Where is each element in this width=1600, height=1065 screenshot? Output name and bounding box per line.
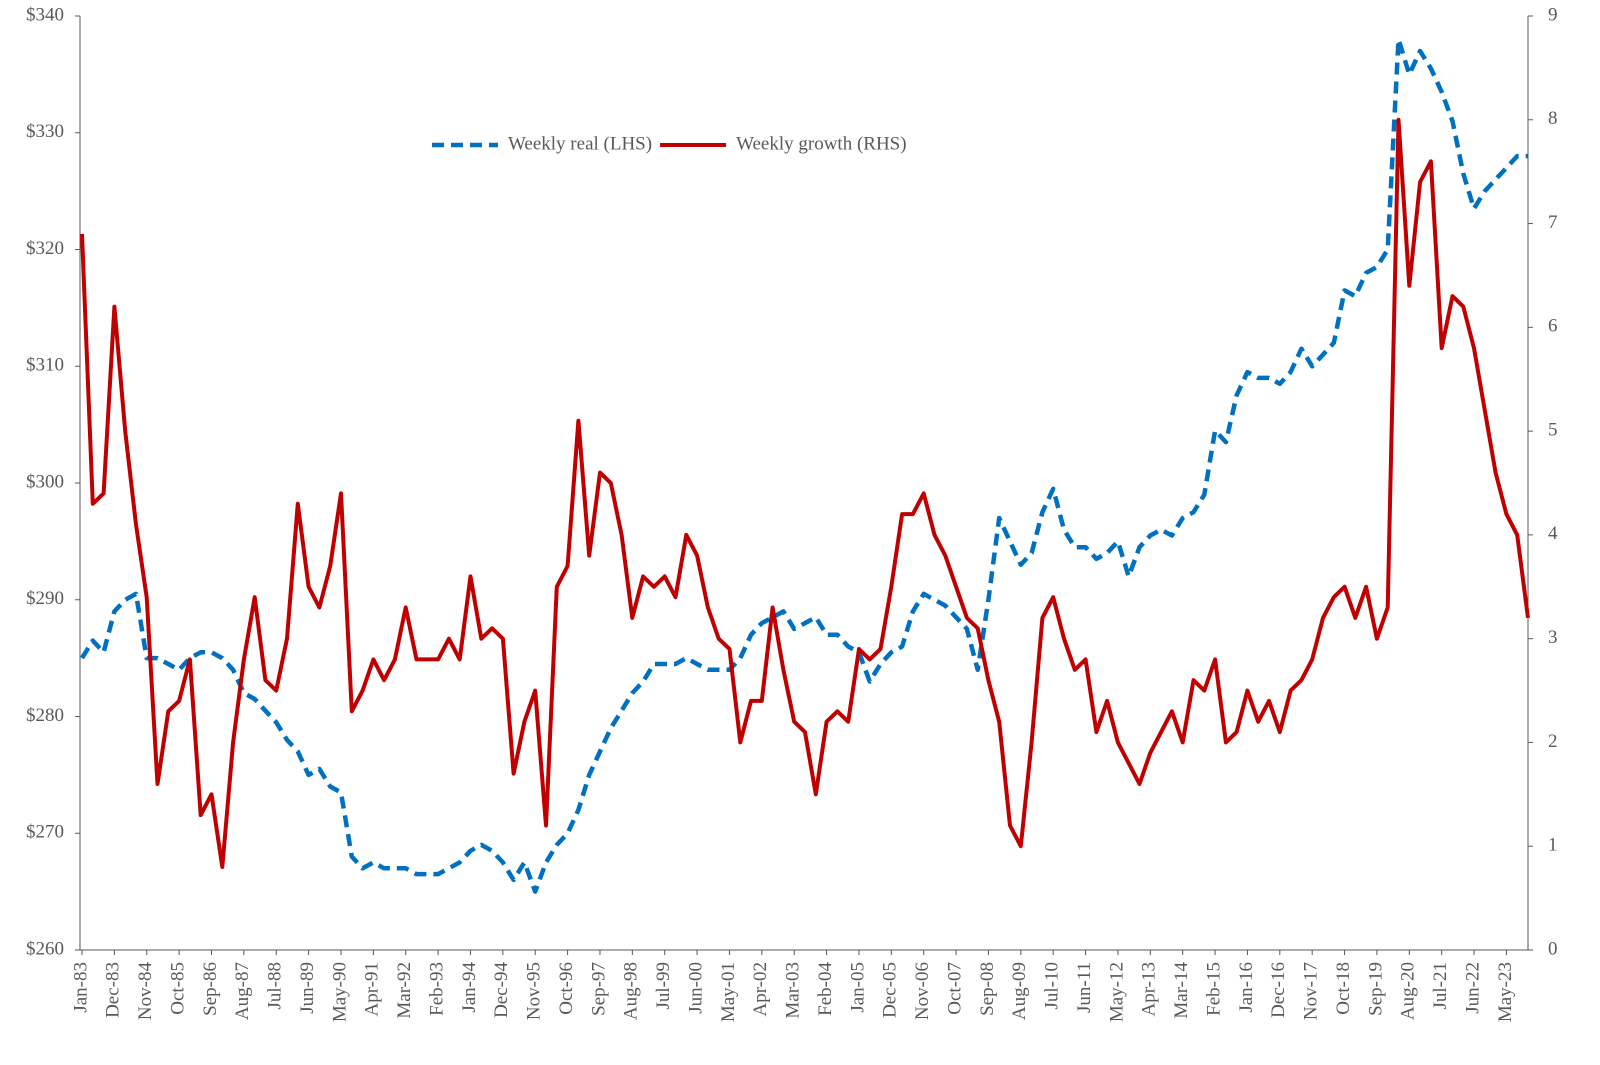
x-tick-label: Sep-97: [588, 962, 609, 1016]
y-tick-label: $260: [26, 938, 64, 959]
x-tick-label: May-23: [1495, 962, 1516, 1022]
y2-tick-label: 0: [1548, 938, 1558, 959]
x-tick-label: Oct-18: [1333, 962, 1354, 1015]
series-line: [80, 117, 1530, 869]
x-tick-label: Dec-83: [103, 962, 124, 1018]
x-tick-label: Jan-16: [1236, 962, 1257, 1013]
x-tick-label: Nov-06: [912, 962, 933, 1020]
x-tick-label: Mar-92: [394, 962, 415, 1019]
x-tick-label: Jun-11: [1074, 962, 1095, 1013]
x-tick-label: Feb-93: [426, 962, 447, 1016]
x-tick-label: Oct-85: [167, 962, 188, 1015]
x-tick-label: Jun-22: [1462, 962, 1483, 1014]
y2-tick-label: 8: [1548, 108, 1558, 129]
x-tick-label: Sep-86: [200, 962, 221, 1016]
x-tick-label: Oct-07: [944, 962, 965, 1015]
x-tick-label: Sep-19: [1365, 962, 1386, 1016]
x-tick-label: Mar-14: [1171, 962, 1192, 1019]
x-tick-label: Jan-94: [459, 962, 480, 1013]
x-tick-label: Feb-15: [1203, 962, 1224, 1016]
y-tick-label: $290: [26, 588, 64, 609]
x-tick-label: Mar-03: [783, 962, 804, 1019]
x-tick-label: Nov-95: [524, 962, 545, 1020]
x-tick-label: Aug-87: [232, 962, 253, 1020]
y2-tick-label: 3: [1548, 627, 1558, 648]
y2-tick-label: 5: [1548, 419, 1558, 440]
x-tick-label: Dec-94: [491, 962, 512, 1018]
y-tick-label: $330: [26, 121, 64, 142]
y-tick-label: $300: [26, 471, 64, 492]
x-tick-label: Jan-05: [847, 962, 868, 1013]
x-tick-label: Apr-02: [750, 962, 771, 1017]
x-tick-label: Apr-13: [1139, 962, 1160, 1017]
x-tick-label: Apr-91: [362, 962, 383, 1017]
y-tick-label: $320: [26, 238, 64, 259]
x-tick-label: Sep-08: [977, 962, 998, 1016]
x-tick-label: Jun-00: [685, 962, 706, 1014]
x-tick-label: Aug-98: [621, 962, 642, 1020]
y-tick-label: $340: [26, 4, 64, 25]
y-tick-label: $310: [26, 355, 64, 376]
legend-label: Weekly growth (RHS): [736, 133, 907, 154]
x-tick-label: May-12: [1106, 962, 1127, 1022]
x-tick-label: Jul-10: [1042, 962, 1063, 1010]
legend-label: Weekly real (LHS): [508, 133, 652, 154]
x-tick-label: Jun-89: [297, 962, 318, 1014]
x-tick-label: Feb-04: [815, 962, 836, 1016]
y2-tick-label: 6: [1548, 316, 1558, 337]
x-tick-label: Oct-96: [556, 962, 577, 1015]
x-tick-label: Jul-99: [653, 962, 674, 1010]
x-tick-label: Dec-16: [1268, 962, 1289, 1018]
x-tick-label: Aug-20: [1398, 962, 1419, 1020]
y2-tick-label: 7: [1548, 212, 1558, 233]
y2-tick-label: 1: [1548, 835, 1558, 856]
x-tick-label: Nov-84: [135, 962, 156, 1021]
y2-tick-label: 2: [1548, 731, 1558, 752]
x-tick-label: Jul-88: [265, 962, 286, 1010]
series-line: [80, 37, 1528, 894]
y-tick-label: $270: [26, 822, 64, 843]
x-tick-label: Nov-17: [1301, 962, 1322, 1020]
x-tick-label: Jul-21: [1430, 962, 1451, 1010]
x-tick-label: Dec-05: [880, 962, 901, 1018]
x-tick-label: Aug-09: [1009, 962, 1030, 1020]
x-tick-label: May-90: [329, 962, 350, 1022]
y2-tick-label: 4: [1548, 523, 1558, 544]
y2-tick-label: 9: [1548, 4, 1558, 25]
y-tick-label: $280: [26, 705, 64, 726]
x-tick-label: May-01: [718, 962, 739, 1022]
x-tick-label: Jan-83: [70, 962, 91, 1013]
